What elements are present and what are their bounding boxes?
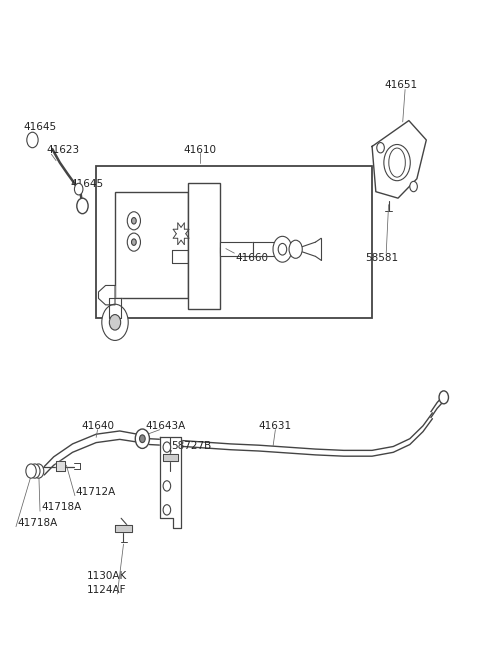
Polygon shape [98,286,115,305]
Text: 41645: 41645 [70,179,103,189]
Circle shape [163,442,171,453]
Circle shape [127,212,141,230]
Text: 41718A: 41718A [17,518,58,528]
Circle shape [109,314,120,330]
Text: 41643A: 41643A [145,421,186,431]
Circle shape [289,240,302,258]
Polygon shape [109,299,120,318]
Polygon shape [163,454,178,460]
Polygon shape [253,242,278,256]
Circle shape [135,429,149,449]
Bar [220,242,253,256]
Circle shape [77,198,88,214]
Circle shape [132,239,136,246]
Circle shape [410,181,417,192]
Text: 41610: 41610 [183,145,216,155]
Circle shape [163,481,171,491]
Polygon shape [160,438,181,528]
Circle shape [26,464,36,478]
Circle shape [377,143,384,153]
Bar [115,192,188,299]
Circle shape [163,505,171,515]
Circle shape [127,233,141,252]
Circle shape [439,391,448,403]
Text: 41651: 41651 [385,80,418,90]
Text: 41645: 41645 [23,122,56,132]
Circle shape [273,236,292,262]
Bar [96,166,372,318]
Text: 58727B: 58727B [172,441,212,451]
Circle shape [140,435,145,443]
Circle shape [27,132,38,148]
Circle shape [278,244,287,255]
Text: 41712A: 41712A [76,487,116,497]
Text: 58581: 58581 [365,253,398,263]
Text: 41718A: 41718A [41,502,81,512]
Text: 41640: 41640 [81,421,114,431]
Text: 1130AK: 1130AK [87,571,127,582]
Text: 41623: 41623 [47,145,80,155]
Polygon shape [56,461,64,471]
Circle shape [34,464,44,478]
Circle shape [74,183,83,195]
Text: 41660: 41660 [235,253,268,263]
Circle shape [30,464,40,478]
Polygon shape [372,121,426,198]
Text: 41631: 41631 [259,421,292,431]
Circle shape [102,304,128,341]
Bar [188,183,220,309]
Circle shape [132,217,136,224]
Polygon shape [115,525,132,532]
Circle shape [384,145,410,181]
Text: 1124AF: 1124AF [87,585,127,595]
